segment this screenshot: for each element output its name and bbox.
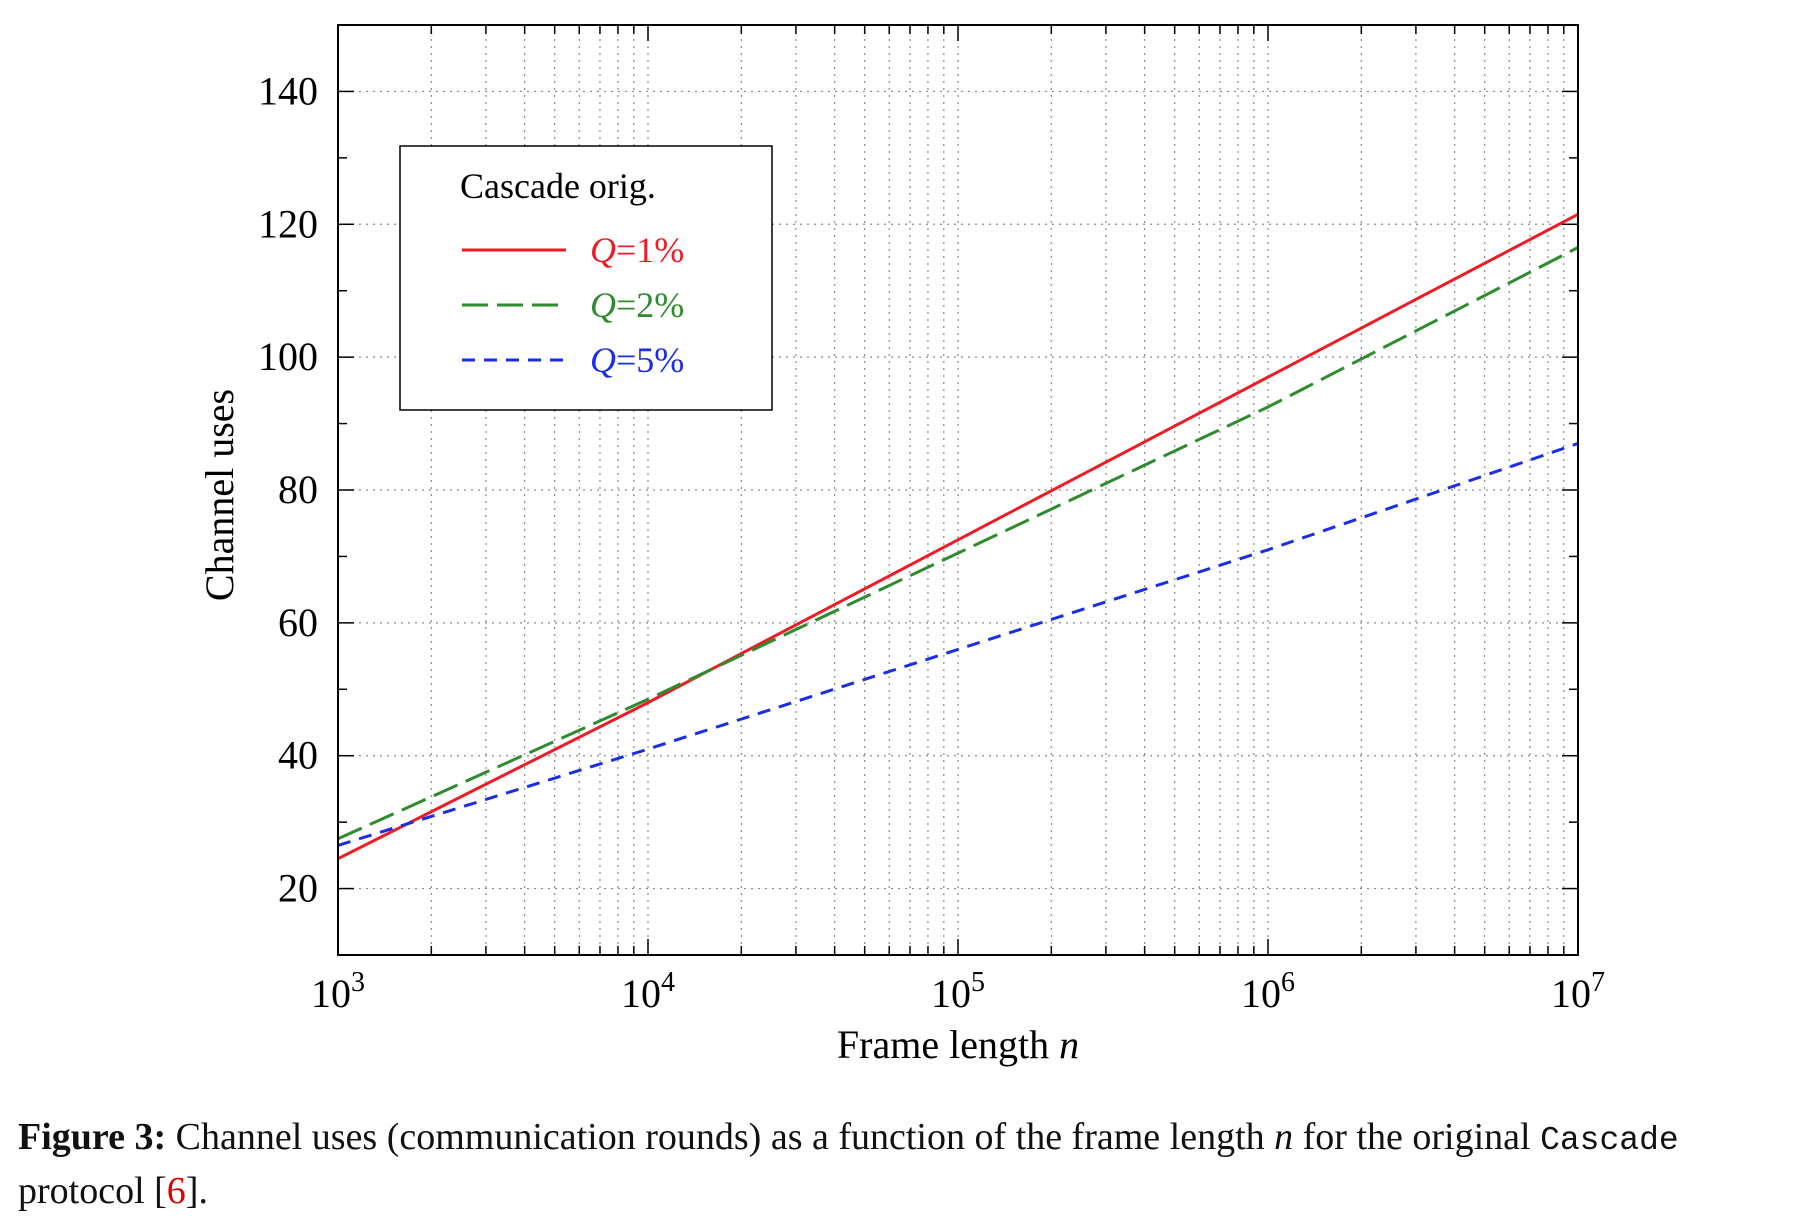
caption-reference-link[interactable]: 6 bbox=[166, 1170, 186, 1212]
x-tick-label: 106 bbox=[1241, 967, 1295, 1016]
series-line-2 bbox=[337, 246, 1579, 841]
y-tick-label: 60 bbox=[278, 600, 318, 645]
x-tick-labels: 103 104 105 106 107 bbox=[311, 967, 1605, 1016]
caption-label: Figure 3: bbox=[18, 1116, 167, 1158]
legend-label-1: Q=1% bbox=[590, 230, 684, 270]
x-tick-label: 107 bbox=[1551, 967, 1605, 1016]
x-axis-title: Frame length n bbox=[837, 1022, 1079, 1067]
y-tick-label: 80 bbox=[278, 467, 318, 512]
series-lines bbox=[337, 212, 1579, 861]
legend-items: Q=1% Q=2% Q=5% bbox=[462, 230, 684, 380]
y-tick-label: 40 bbox=[278, 733, 318, 778]
caption-text-2: for the original bbox=[1293, 1116, 1541, 1158]
x-tick-label: 105 bbox=[931, 967, 985, 1016]
caption-text-3: protocol [ bbox=[18, 1170, 167, 1212]
x-tick-label: 103 bbox=[311, 967, 365, 1016]
legend: Cascade orig. Q=1% Q=2% Q=5% bbox=[399, 145, 773, 411]
chart-figure: 20 40 60 80 100 120 140 103 104 105 106 107 Frame … bbox=[197, 24, 1605, 1067]
legend-box bbox=[399, 145, 773, 411]
y-tick-label: 20 bbox=[278, 866, 318, 911]
plot-frame bbox=[337, 24, 1579, 956]
y-tick-label: 100 bbox=[258, 334, 318, 379]
caption-text-1: Channel uses (communication rounds) as a… bbox=[166, 1116, 1275, 1158]
y-axis-title: Channel uses bbox=[197, 389, 242, 601]
legend-label-2: Q=2% bbox=[590, 285, 684, 325]
legend-label-3: Q=5% bbox=[590, 340, 684, 380]
caption-var: n bbox=[1274, 1116, 1294, 1158]
series-line-1 bbox=[337, 212, 1579, 861]
caption-code: Cascade bbox=[1540, 1122, 1679, 1159]
legend-title: Cascade orig. bbox=[460, 166, 656, 206]
y-tick-label: 140 bbox=[258, 68, 318, 113]
x-tick-label: 104 bbox=[621, 967, 675, 1016]
y-tick-labels: 20 40 60 80 100 120 140 bbox=[258, 68, 318, 910]
series-line-3 bbox=[337, 442, 1579, 847]
caption-text-4: ]. bbox=[185, 1170, 208, 1212]
y-tick-label: 120 bbox=[258, 201, 318, 246]
figure-caption: Figure 3: Channel uses (communication ro… bbox=[18, 1112, 1796, 1216]
